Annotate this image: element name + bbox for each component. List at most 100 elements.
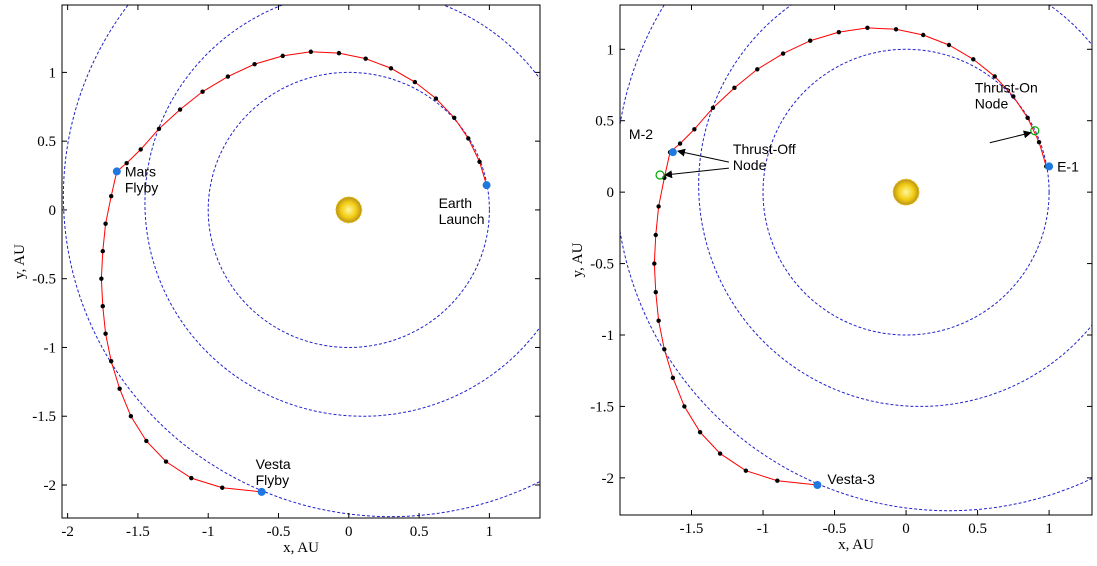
event-label: E-1 <box>1057 158 1079 174</box>
axes-frame <box>61 4 541 519</box>
trajectory-point <box>653 289 658 295</box>
trajectory-point <box>280 53 285 59</box>
x-tick-label: 0.5 <box>968 521 987 537</box>
trajectory-point <box>808 38 813 43</box>
x-tick-label: 0.5 <box>410 524 429 540</box>
trajectory-point <box>971 57 976 62</box>
chart: E-1 M-2 Vesta-3 Thrust-On Node Thrust-Off Node… <box>570 4 1093 553</box>
orbit <box>620 5 1092 512</box>
orbit <box>207 71 490 348</box>
trajectory-point <box>308 49 314 54</box>
trajectory-point <box>682 404 687 409</box>
trajectory-point <box>109 359 114 364</box>
trajectory-point <box>412 79 418 85</box>
trajectory-point <box>946 42 952 48</box>
y-axis-label: y, AU <box>12 244 28 279</box>
chart: Earth Launch Mars Flyby Vesta Flyby -2 -1.5 -1 -0… <box>12 4 541 556</box>
trajectory-point <box>124 160 129 166</box>
trajectory-point <box>836 29 842 35</box>
event-point <box>1045 162 1054 171</box>
annotation-label: Thrust-Off Node <box>733 141 796 173</box>
trajectory-point <box>921 32 926 38</box>
trajectory-point <box>677 141 683 146</box>
trajectory-point <box>144 438 149 444</box>
trajectory-point <box>656 204 661 209</box>
event-label: Earth Launch <box>439 195 485 227</box>
event-point <box>257 487 266 496</box>
trajectory-point <box>128 414 134 419</box>
trajectory-point <box>652 261 657 266</box>
trajectory-point <box>220 485 225 490</box>
y-tick-label: -1 <box>602 328 615 344</box>
annotation-arrow <box>676 148 730 163</box>
x-tick-label: 0 <box>345 524 353 540</box>
y-tick-label: -1.5 <box>32 409 56 425</box>
trajectory-point <box>452 115 457 120</box>
y-tick-label: -2 <box>602 471 615 487</box>
y-tick-label: 1 <box>49 65 57 81</box>
y-tick-label: 1 <box>607 42 615 58</box>
trajectory-point <box>1036 139 1042 145</box>
x-axis-label: x, AU <box>838 537 874 553</box>
trajectory-point <box>710 105 716 111</box>
trajectory-point <box>775 478 780 483</box>
axes-frame <box>619 4 1093 516</box>
event-point <box>112 167 121 176</box>
trajectory-point <box>992 74 997 79</box>
x-tick-label: -2 <box>61 524 74 540</box>
trajectory-point <box>99 276 104 281</box>
y-tick-label: -0.5 <box>590 257 614 273</box>
trajectory-point <box>388 66 394 71</box>
x-tick-label: -0.5 <box>823 521 847 537</box>
orbit <box>144 5 540 417</box>
orbit <box>698 5 1092 407</box>
trajectory-point <box>433 96 439 101</box>
event-label: Vesta-3 <box>827 471 875 487</box>
orbit <box>762 48 1050 336</box>
trajectory-point <box>363 56 368 61</box>
trajectory-point <box>865 25 870 31</box>
event-point <box>668 148 677 157</box>
trajectory-point <box>103 221 108 226</box>
trajectory-point <box>1011 94 1016 99</box>
x-tick-label: 1 <box>1045 521 1053 537</box>
trajectory-point <box>697 429 703 435</box>
event-point <box>482 181 491 190</box>
trajectory-point <box>189 475 194 481</box>
trajectory-point <box>177 107 183 112</box>
trajectory-point <box>163 459 169 464</box>
y-tick-label: -1 <box>44 340 57 356</box>
x-tick-label: -1 <box>757 521 770 537</box>
y-tick-label: 0.5 <box>37 134 56 150</box>
trajectory-point <box>156 126 162 131</box>
annotation-arrow <box>664 167 729 179</box>
trajectory-point <box>103 331 108 336</box>
trajectory-point <box>336 50 342 56</box>
x-tick-label: 0 <box>902 521 910 537</box>
trajectory-point <box>732 85 737 91</box>
trajectory-point <box>100 248 105 254</box>
trajectory-point <box>780 51 786 56</box>
orbit <box>63 5 540 518</box>
trajectory-point <box>717 451 723 456</box>
trajectory-point <box>743 468 749 473</box>
trajectory-line <box>100 51 488 493</box>
sun <box>892 178 920 206</box>
trajectory-point <box>138 147 143 152</box>
x-tick-label: -0.5 <box>267 524 291 540</box>
trajectory-point <box>225 74 231 79</box>
y-tick-label: -0.5 <box>32 272 56 288</box>
y-tick-label: 0 <box>607 185 615 201</box>
trajectory-point <box>117 386 122 391</box>
trajectory-point <box>109 193 114 199</box>
x-tick-label: -1.5 <box>680 521 704 537</box>
y-tick-label: 0 <box>49 203 57 219</box>
sun <box>335 196 363 224</box>
trajectory-point <box>692 127 697 132</box>
trajectory-point <box>1025 115 1030 121</box>
event-label: Vesta Flyby <box>256 456 291 488</box>
trajectory-point <box>893 27 899 32</box>
trajectory-point <box>477 159 482 164</box>
x-tick-label: -1 <box>202 524 215 540</box>
y-axis-label: y, AU <box>570 242 586 277</box>
